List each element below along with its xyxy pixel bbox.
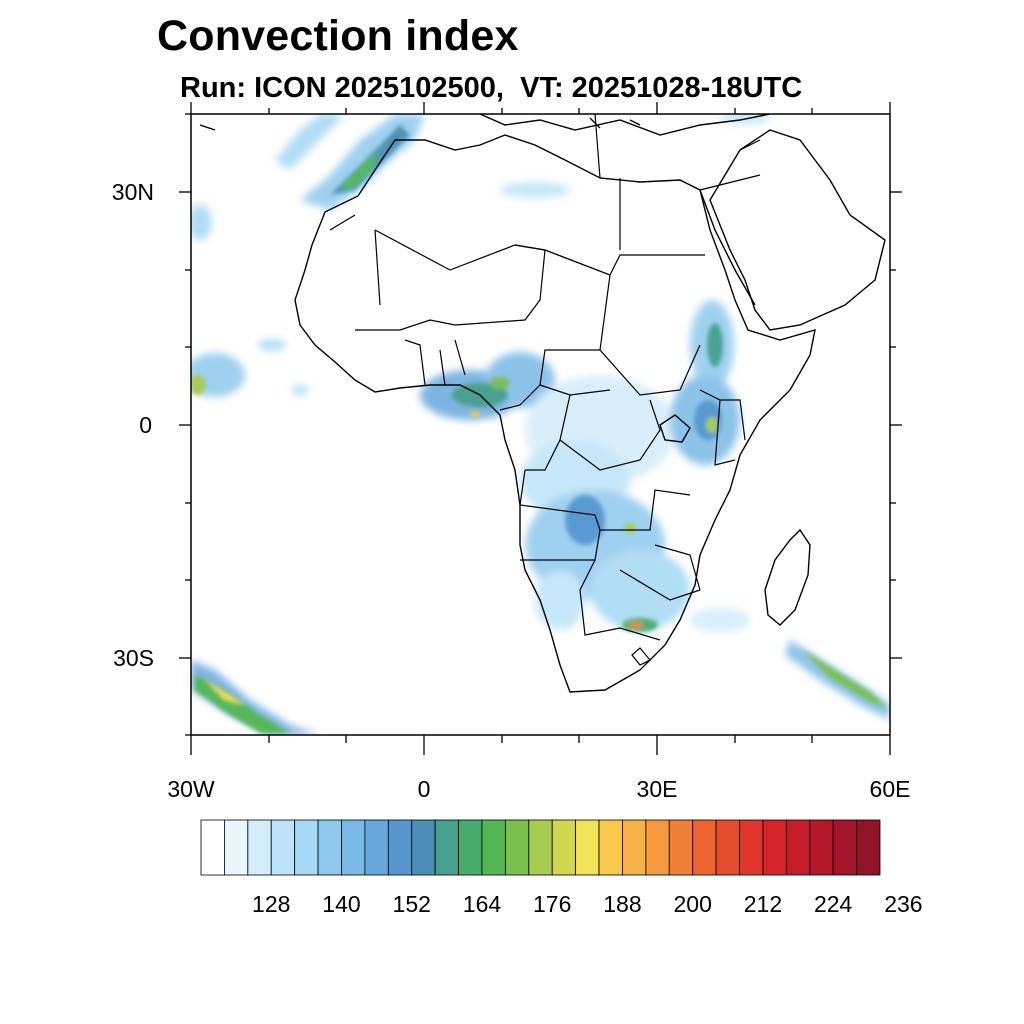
lon-label-30e: 30E — [637, 776, 678, 802]
lat-label-30n: 30N — [112, 179, 154, 205]
colorbar-bin — [224, 819, 249, 876]
colorbar-tick-label: 224 — [814, 891, 853, 917]
colorbar-bin — [668, 819, 694, 876]
axis-ticks — [179, 102, 902, 755]
colorbar-bin — [715, 819, 740, 876]
colorbar — [200, 819, 881, 876]
colorbar-tick-label: 152 — [393, 891, 431, 917]
colorbar-bin — [504, 819, 530, 876]
colorbar-bin — [739, 819, 764, 876]
coastlines — [199, 114, 886, 693]
colorbar-bin — [481, 819, 506, 876]
colorbar-bin — [247, 819, 272, 876]
colorbar-bin — [528, 819, 553, 876]
colorbar-bin — [434, 819, 459, 876]
colorbar-bin — [270, 819, 296, 876]
colorbar-bin — [294, 819, 319, 876]
colorbar-bin — [551, 819, 577, 876]
colorbar-labels: 128 140 152 164 176 188 200 212 224 236 — [252, 891, 923, 917]
colorbar-tick-label: 212 — [744, 891, 782, 917]
colorbar-tick-label: 140 — [322, 891, 360, 917]
colorbar-tick-label: 200 — [674, 891, 712, 917]
colorbar-tick-label: 176 — [533, 891, 571, 917]
colorbar-bin — [575, 819, 600, 876]
colorbar-bin — [692, 819, 717, 876]
colorbar-bin — [341, 819, 366, 876]
lon-label-0: 0 — [418, 776, 431, 802]
colorbar-bin — [856, 819, 881, 876]
colorbar-tick-label: 164 — [463, 891, 502, 917]
colorbar-bin — [458, 819, 483, 876]
lat-label-0: 0 — [139, 412, 152, 438]
colorbar-bin — [785, 819, 811, 876]
convection-field — [191, 114, 890, 735]
colorbar-bin — [762, 819, 787, 876]
map-title: Convection index — [157, 12, 519, 60]
colorbar-bin — [598, 819, 623, 876]
colorbar-bin — [832, 819, 857, 876]
colorbar-bin — [622, 819, 647, 876]
country-borders — [329, 114, 761, 666]
colorbar-bin — [364, 819, 389, 876]
map-subtitle: Run: ICON 2025102500, VT: 20251028-18UTC — [180, 72, 803, 104]
colorbar-tick-label: 236 — [884, 891, 922, 917]
colorbar-bin — [809, 819, 834, 876]
colorbar-tick-label: 188 — [603, 891, 641, 917]
lat-label-30s: 30S — [113, 645, 154, 671]
colorbar-bin — [317, 819, 342, 876]
colorbar-bin — [645, 819, 670, 876]
colorbar-bin — [411, 819, 436, 876]
colorbar-tick-label: 128 — [252, 891, 290, 917]
lon-label-30w: 30W — [167, 776, 215, 802]
lon-label-60e: 60E — [870, 776, 911, 802]
colorbar-bin — [387, 819, 413, 876]
colorbar-bin — [200, 819, 225, 876]
